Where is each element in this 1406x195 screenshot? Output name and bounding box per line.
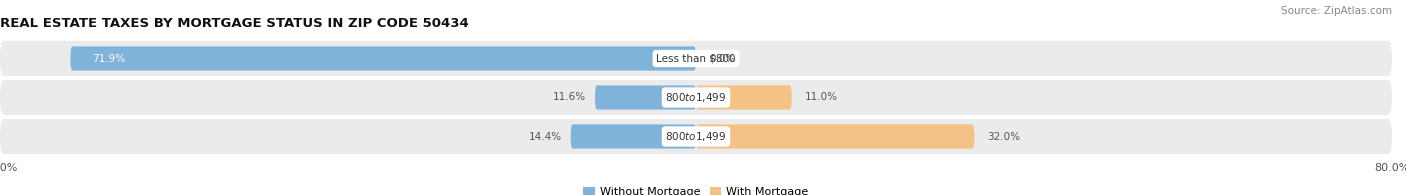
- FancyBboxPatch shape: [696, 124, 974, 149]
- Text: 0.0%: 0.0%: [709, 53, 735, 64]
- Text: 32.0%: 32.0%: [987, 131, 1021, 142]
- Text: 11.0%: 11.0%: [804, 92, 838, 103]
- Text: 14.4%: 14.4%: [529, 131, 562, 142]
- Text: $800 to $1,499: $800 to $1,499: [665, 91, 727, 104]
- Text: 71.9%: 71.9%: [93, 53, 125, 64]
- FancyBboxPatch shape: [0, 41, 1392, 76]
- Text: 11.6%: 11.6%: [553, 92, 586, 103]
- FancyBboxPatch shape: [0, 80, 1392, 115]
- FancyBboxPatch shape: [0, 119, 1392, 154]
- FancyBboxPatch shape: [595, 85, 696, 110]
- Legend: Without Mortgage, With Mortgage: Without Mortgage, With Mortgage: [579, 183, 813, 195]
- Text: Less than $800: Less than $800: [657, 53, 735, 64]
- Text: Source: ZipAtlas.com: Source: ZipAtlas.com: [1281, 6, 1392, 16]
- Text: $800 to $1,499: $800 to $1,499: [665, 130, 727, 143]
- Text: REAL ESTATE TAXES BY MORTGAGE STATUS IN ZIP CODE 50434: REAL ESTATE TAXES BY MORTGAGE STATUS IN …: [0, 17, 468, 30]
- FancyBboxPatch shape: [571, 124, 696, 149]
- FancyBboxPatch shape: [70, 46, 696, 71]
- FancyBboxPatch shape: [696, 85, 792, 110]
